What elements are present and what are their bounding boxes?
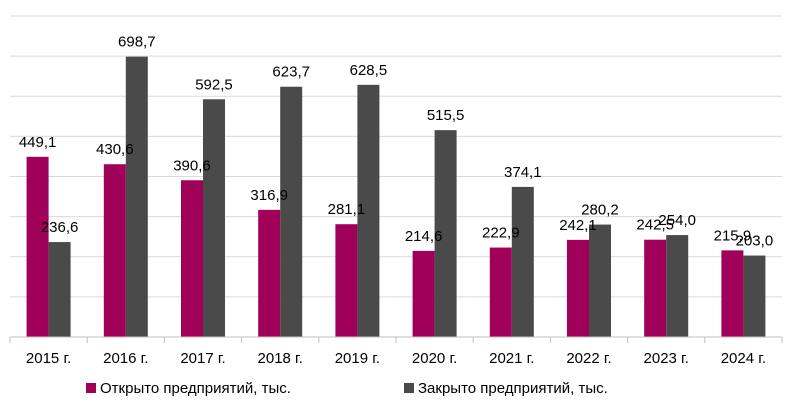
bar-opened [26, 156, 49, 337]
bar-closed [280, 86, 303, 337]
legend-swatch [404, 383, 414, 393]
data-label: 203,0 [736, 233, 774, 250]
bar-closed [511, 186, 534, 337]
data-label: 242,1 [559, 217, 597, 234]
data-label: 214,6 [405, 228, 443, 245]
x-axis: 2015 г. 2016 г. 2017 г. 2018 г. 2019 г. 2020 … [9, 336, 783, 367]
bar-closed [589, 224, 611, 337]
legend: Открыто предприятий, тыс. Закрыто предпри… [86, 380, 608, 397]
data-label: 242,5 [636, 217, 674, 234]
legend-label: Закрыто предприятий, тыс. [418, 380, 608, 397]
data-label: 698,7 [118, 34, 156, 51]
bar-opened [335, 224, 358, 337]
bar-closed [434, 130, 457, 337]
data-label: 430,6 [96, 141, 134, 158]
data-label: 515,5 [427, 107, 465, 124]
bar-closed [125, 56, 148, 337]
legend-swatch [86, 383, 96, 393]
bar-opened [412, 250, 435, 337]
x-tick-label: 2021 г. [489, 350, 534, 367]
data-label: 374,1 [504, 164, 542, 181]
x-tick-label: 2023 г. [644, 350, 689, 367]
bars [26, 56, 766, 338]
data-label: 281,1 [328, 201, 366, 218]
data-label: 592,5 [195, 76, 233, 93]
data-label: 215,9 [714, 227, 752, 244]
x-tick-label: 2019 г. [335, 350, 380, 367]
data-label: 222,9 [482, 225, 520, 242]
bar-opened [103, 164, 126, 337]
legend-label: Открыто предприятий, тыс. [100, 380, 291, 397]
bar-opened [721, 250, 744, 337]
data-label: 390,6 [173, 157, 211, 174]
data-label: 316,9 [250, 187, 288, 204]
bar-closed [48, 242, 71, 337]
x-tick-label: 2017 г. [180, 350, 225, 367]
bar-opened [258, 209, 281, 337]
bar-opened [489, 247, 512, 337]
bar-closed [743, 255, 766, 337]
data-labels: 449,1 430,6 390,6 316,9 281,1 214,6 222,9 242,1… [19, 34, 773, 250]
bar-opened [644, 239, 667, 337]
bar-closed [666, 235, 689, 337]
bar-closed [203, 99, 225, 338]
data-label: 449,1 [19, 134, 57, 151]
x-tick-label: 2015 г. [26, 350, 71, 367]
bar-opened [181, 180, 203, 337]
x-tick-label: 2018 г. [258, 350, 303, 367]
x-tick-label: 2016 г. [103, 350, 148, 367]
data-label: 628,5 [350, 62, 388, 79]
x-tick-label: 2020 г. [412, 350, 457, 367]
data-label: 623,7 [272, 64, 310, 81]
bar-closed [357, 84, 380, 337]
data-label: 280,2 [581, 202, 619, 219]
bar-opened [567, 239, 589, 337]
data-label: 236,6 [41, 219, 79, 236]
x-tick-label: 2022 г. [566, 350, 611, 367]
data-label: 254,0 [658, 212, 696, 229]
x-tick-label: 2024 г. [721, 350, 766, 367]
